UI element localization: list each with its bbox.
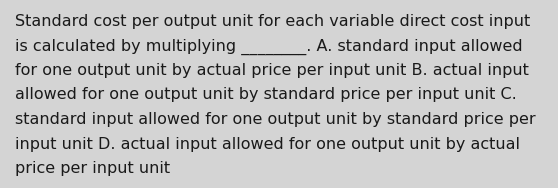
Text: input unit D. actual input allowed for one output unit by actual: input unit D. actual input allowed for o… bbox=[15, 136, 520, 152]
Text: allowed for one output unit by standard price per input unit C.: allowed for one output unit by standard … bbox=[15, 87, 517, 102]
Text: is calculated by multiplying ________. A. standard input allowed: is calculated by multiplying ________. A… bbox=[15, 39, 523, 55]
Text: for one output unit by actual price per input unit B. actual input: for one output unit by actual price per … bbox=[15, 63, 529, 78]
Text: standard input allowed for one output unit by standard price per: standard input allowed for one output un… bbox=[15, 112, 536, 127]
Text: Standard cost per output unit for each variable direct cost input: Standard cost per output unit for each v… bbox=[15, 14, 530, 29]
Text: price per input unit: price per input unit bbox=[15, 161, 170, 176]
